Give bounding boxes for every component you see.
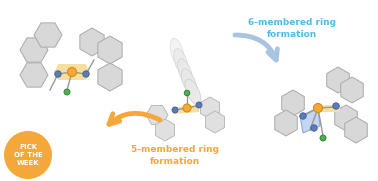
Circle shape [55,71,61,77]
Circle shape [83,71,89,77]
Circle shape [4,131,52,179]
Polygon shape [20,63,48,87]
Polygon shape [341,77,363,103]
Circle shape [183,104,191,112]
Polygon shape [54,64,90,74]
Polygon shape [200,97,220,119]
Polygon shape [173,104,199,114]
Text: 5-membered ring
formation: 5-membered ring formation [131,145,219,166]
Polygon shape [335,105,357,131]
Polygon shape [146,106,168,125]
Ellipse shape [170,38,184,66]
Polygon shape [327,67,349,93]
Polygon shape [300,108,320,133]
Ellipse shape [174,49,188,75]
Polygon shape [98,63,122,91]
Polygon shape [318,104,340,112]
Circle shape [64,89,70,95]
Text: PICK
OF THE
WEEK: PICK OF THE WEEK [14,144,42,166]
Circle shape [172,107,178,113]
Ellipse shape [185,79,201,105]
Polygon shape [345,117,367,143]
Polygon shape [98,36,122,64]
Circle shape [184,90,190,96]
Circle shape [320,135,326,141]
Circle shape [333,103,339,109]
Polygon shape [20,38,48,62]
Circle shape [300,113,306,119]
Circle shape [313,104,322,113]
Polygon shape [282,90,304,116]
Circle shape [68,68,76,77]
Polygon shape [34,23,62,47]
Text: 6-membered ring
formation: 6-membered ring formation [248,18,336,39]
Ellipse shape [181,69,197,95]
Polygon shape [155,119,175,141]
Polygon shape [54,70,90,80]
Polygon shape [206,111,225,133]
Polygon shape [275,110,297,136]
Circle shape [196,102,202,108]
Ellipse shape [178,59,192,85]
Polygon shape [80,28,104,56]
Circle shape [311,125,317,131]
